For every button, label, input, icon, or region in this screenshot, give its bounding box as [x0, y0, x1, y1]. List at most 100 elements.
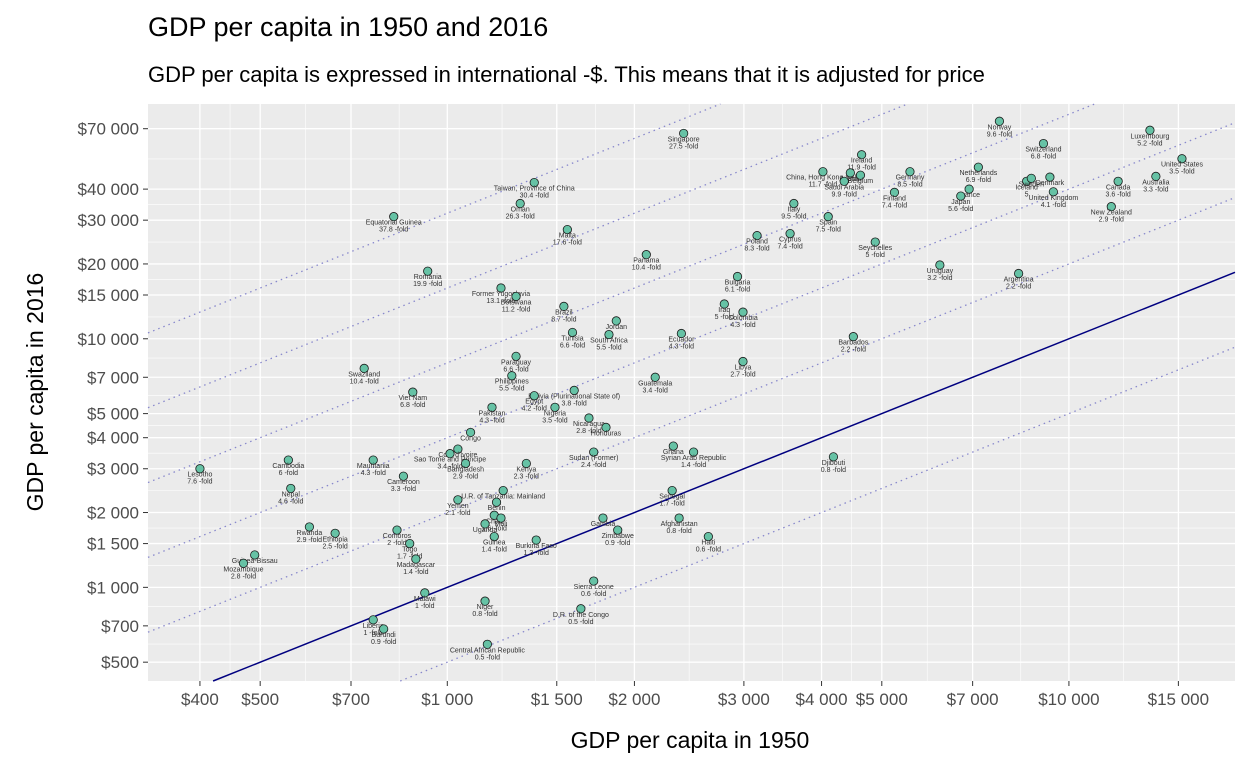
- x-tick-label: $1 000: [421, 690, 473, 709]
- data-point: [650, 372, 660, 382]
- point-fold-label: 5 -fold: [715, 314, 735, 321]
- point-name-label: Singapore: [668, 136, 700, 143]
- point-fold-label: 8.3 -fold: [744, 246, 769, 253]
- point-name-label: Uruguay: [927, 268, 954, 275]
- point-name-label: Guinea: [483, 540, 506, 547]
- data-point: [845, 168, 855, 178]
- point-fold-label: 2.7 -fold: [730, 372, 755, 379]
- data-point: [818, 167, 828, 177]
- data-point: [613, 525, 623, 535]
- data-point: [598, 513, 608, 523]
- point-name-label: Nicaragua: [573, 421, 605, 428]
- point-fold-label: 10.4 -fold: [632, 265, 661, 272]
- point-fold-label: 2.8 -fold: [576, 428, 601, 435]
- x-axis-title: GDP per capita in 1950: [571, 727, 810, 753]
- data-point: [392, 525, 402, 535]
- data-point: [1026, 173, 1036, 183]
- data-point: [973, 162, 983, 172]
- point-name-label: Nepal: [282, 491, 301, 498]
- point-fold-label: 2 -fold: [387, 540, 407, 547]
- point-fold-label: 5.6 -fold: [948, 206, 973, 213]
- point-fold-label: 19.9 -fold: [413, 281, 442, 288]
- point-name-label: Cambodia: [272, 463, 304, 470]
- data-point: [408, 387, 418, 397]
- point-fold-label: 6.9 -fold: [966, 177, 991, 184]
- data-point: [515, 198, 525, 209]
- point-fold-label: 2.9 -fold: [297, 537, 322, 544]
- data-point: [994, 116, 1005, 126]
- point-name-label: Sudan (Former): [569, 455, 618, 462]
- x-tick-label: $15 000: [1148, 690, 1209, 709]
- x-tick-label: $700: [332, 690, 370, 709]
- point-fold-label: 11.7 -fold: [809, 182, 838, 189]
- data-point: [491, 497, 502, 507]
- data-point: [569, 385, 579, 395]
- data-point: [1045, 172, 1055, 182]
- data-point: [1106, 202, 1116, 212]
- data-point: [828, 452, 839, 462]
- point-name-label: New Zealand: [1091, 210, 1132, 217]
- point-fold-label: 9.6 -fold: [987, 131, 1012, 138]
- point-name-label: Central African Republic: [450, 647, 526, 654]
- point-name-label: Taiwan, Province of China: [494, 186, 575, 193]
- data-point: [785, 228, 795, 239]
- data-point: [679, 128, 689, 139]
- x-axis-ticks: $400 $500 $700 $1 000 $1 500 $2 000 $3 000 $4 0…: [181, 681, 1209, 709]
- point-name-label: Ghana: [663, 449, 684, 456]
- point-name-label: Japan: [951, 199, 970, 206]
- data-point: [453, 495, 463, 505]
- point-fold-label: 3.5 -fold: [1169, 169, 1194, 176]
- point-name-label: Kenya: [516, 466, 536, 473]
- data-point: [889, 187, 900, 198]
- data-point: [641, 250, 651, 260]
- point-name-label: U.R. of Tanzania: Mainland: [461, 494, 545, 501]
- point-fold-label: 0.5 -fold: [475, 654, 500, 661]
- point-fold-label: 2.9 -fold: [453, 473, 478, 480]
- point-name-label: Denmark: [1036, 180, 1065, 187]
- point-name-label: Malta: [559, 233, 576, 240]
- point-fold-label: 9.5 -fold: [781, 214, 806, 221]
- data-point: [855, 170, 866, 180]
- point-fold-label: 4.3 -fold: [361, 470, 386, 477]
- point-fold-label: 3.6 -fold: [1105, 191, 1130, 198]
- data-point: [507, 371, 517, 381]
- y-tick-label: $5 000: [87, 405, 139, 424]
- point-name-label: Barbados: [838, 340, 868, 347]
- point-name-label: Libya: [735, 365, 752, 372]
- y-tick-label: $3 000: [87, 460, 139, 479]
- data-point: [604, 329, 614, 340]
- point-name-label: Cameroon: [387, 479, 420, 486]
- data-point: [589, 576, 599, 586]
- data-point: [789, 198, 799, 209]
- point-name-label: Uganda: [473, 527, 498, 534]
- point-name-label: Guatemala: [638, 380, 672, 387]
- data-point: [487, 402, 497, 412]
- data-point: [420, 588, 430, 598]
- point-name-label: Yemen: [447, 503, 469, 510]
- y-tick-label: $7 000: [87, 368, 139, 387]
- point-name-label: Egypt: [525, 399, 543, 406]
- point-fold-label: 4.3 -fold: [669, 344, 694, 351]
- point-name-label: Jordan: [606, 324, 628, 331]
- point-fold-label: 3.3 -fold: [1143, 186, 1168, 193]
- point-name-label: Canada: [1106, 184, 1131, 191]
- point-name-label: Italy: [787, 207, 800, 214]
- point-fold-label: 6.1 -fold: [725, 287, 750, 294]
- point-name-label: Viet Nam: [398, 395, 427, 402]
- data-point: [465, 427, 476, 438]
- y-tick-label: $2 000: [87, 504, 139, 523]
- point-fold-label: 11.2 -fold: [502, 306, 531, 313]
- point-fold-label: 1.4 -fold: [681, 462, 706, 469]
- point-fold-label: 8.7 -fold: [551, 316, 576, 323]
- point-fold-label: 5.5 -fold: [596, 345, 621, 352]
- data-point: [567, 327, 578, 338]
- point-fold-label: 7.4 -fold: [882, 202, 907, 209]
- point-fold-label: 1.7 -fold: [397, 554, 422, 561]
- point-fold-label: 1.4 -fold: [482, 547, 507, 554]
- point-fold-label: 5: [1025, 191, 1029, 198]
- x-tick-label: $7 000: [947, 690, 999, 709]
- point-name-label: France: [958, 192, 980, 199]
- point-name-label: Afghanistan: [661, 521, 698, 528]
- point-name-label: Belgium: [848, 178, 873, 185]
